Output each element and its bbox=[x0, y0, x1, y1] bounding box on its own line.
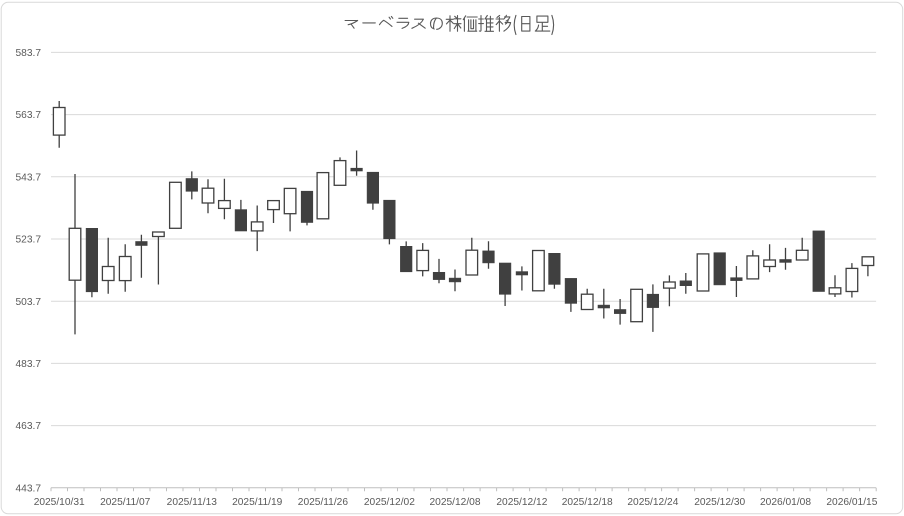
svg-text:2025/12/24: 2025/12/24 bbox=[627, 497, 678, 508]
svg-text:563.7: 563.7 bbox=[16, 110, 42, 121]
svg-text:2025/12/18: 2025/12/18 bbox=[562, 497, 613, 508]
svg-text:2025/10/31: 2025/10/31 bbox=[34, 497, 85, 508]
svg-text:2025/11/07: 2025/11/07 bbox=[100, 497, 151, 508]
svg-text:2025/12/02: 2025/12/02 bbox=[364, 497, 415, 508]
svg-text:583.7: 583.7 bbox=[16, 48, 42, 59]
svg-text:523.7: 523.7 bbox=[16, 235, 42, 246]
svg-text:2025/12/12: 2025/12/12 bbox=[496, 497, 547, 508]
svg-text:443.7: 443.7 bbox=[16, 483, 42, 494]
svg-text:2026/01/15: 2026/01/15 bbox=[826, 497, 877, 508]
svg-text:2025/12/08: 2025/12/08 bbox=[430, 497, 481, 508]
svg-text:2025/11/13: 2025/11/13 bbox=[167, 497, 218, 508]
svg-text:543.7: 543.7 bbox=[16, 172, 42, 183]
svg-text:463.7: 463.7 bbox=[16, 421, 42, 432]
svg-text:2025/11/26: 2025/11/26 bbox=[298, 497, 349, 508]
svg-text:2025/12/30: 2025/12/30 bbox=[694, 497, 745, 508]
svg-text:2026/01/08: 2026/01/08 bbox=[760, 497, 811, 508]
svg-text:2025/11/19: 2025/11/19 bbox=[232, 497, 283, 508]
svg-text:503.7: 503.7 bbox=[16, 297, 42, 308]
svg-text:483.7: 483.7 bbox=[16, 359, 42, 370]
